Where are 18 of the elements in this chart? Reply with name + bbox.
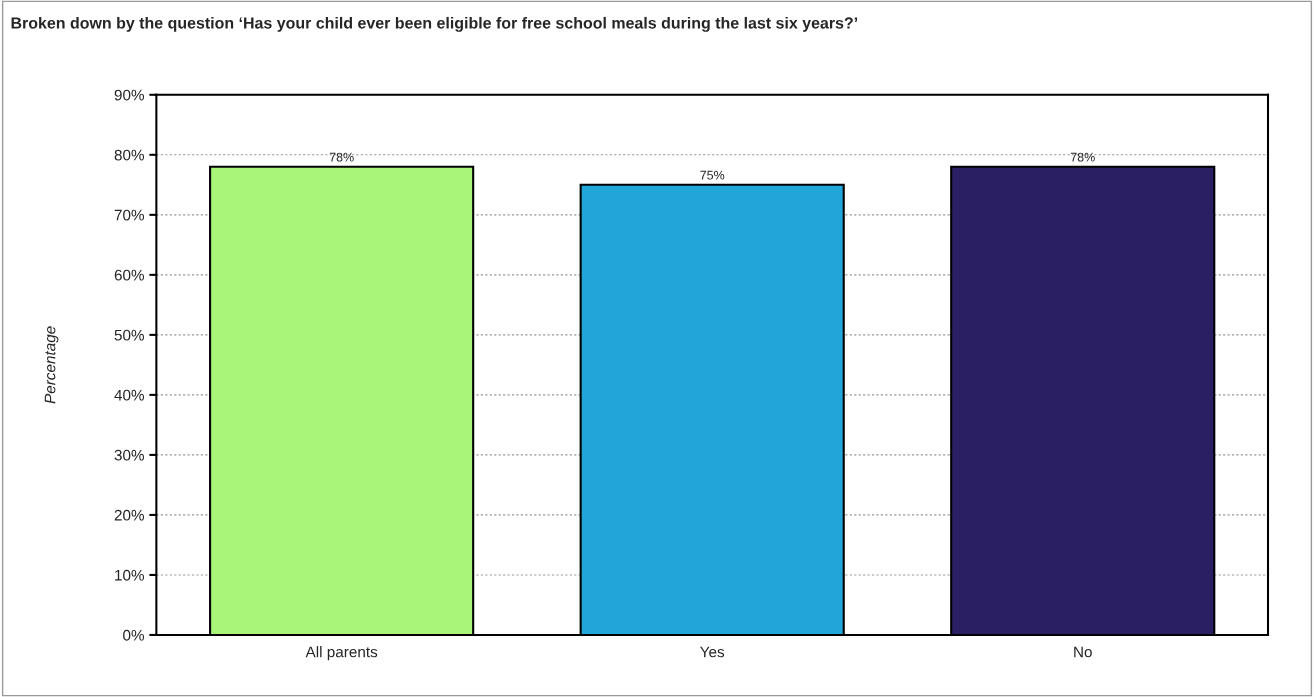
y-tick-label: 90% [114, 89, 145, 101]
x-tick-label: All parents [305, 646, 378, 661]
y-tick-label: 80% [114, 149, 145, 161]
x-tick-label: Yes [700, 646, 725, 658]
y-tick-label: 50% [114, 329, 145, 341]
y-tick-label: 30% [114, 449, 145, 461]
y-tick-label: 20% [114, 509, 145, 521]
chart-title: Broken down by the question ‘Has your child ever been eligible for free school meals during the last six years?’ [11, 16, 858, 32]
y-tick-label: 70% [114, 209, 145, 221]
data-label: 78% [1070, 152, 1095, 162]
y-tick-label: 40% [114, 389, 145, 401]
data-label: 75% [700, 170, 725, 180]
y-axis-title: Percentage [44, 326, 59, 404]
y-tick-label: 0% [123, 629, 145, 641]
data-label: 78% [329, 152, 354, 162]
x-tick-label: No [1074, 646, 1092, 658]
y-tick-label: 60% [114, 269, 145, 281]
y-tick-label: 10% [115, 569, 145, 581]
